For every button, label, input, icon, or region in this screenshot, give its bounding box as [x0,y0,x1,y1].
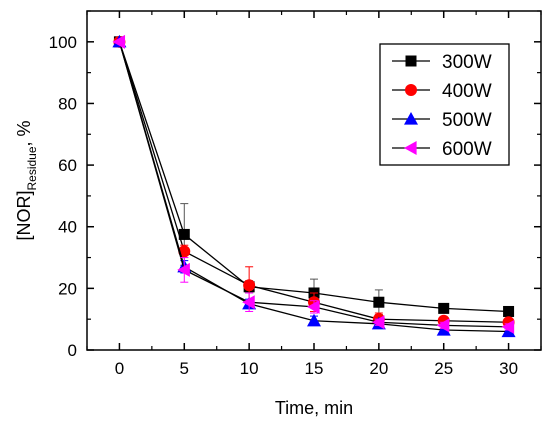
data-point-400W-10 [243,279,256,292]
x-tick-label-25: 25 [434,359,453,378]
legend-marker-300W [405,55,417,67]
legend-label-300W: 300W [442,52,492,73]
x-axis-label: Time, min [275,398,353,418]
legend-label-400W: 400W [442,81,492,102]
y-tick-label-100: 100 [49,33,77,52]
legend-marker-400W [405,84,417,96]
x-tick-label-15: 15 [305,359,324,378]
data-point-300W-30 [503,305,515,317]
x-tick-label-30: 30 [499,359,518,378]
data-point-600W-0 [112,34,126,49]
x-tick-label-20: 20 [369,359,388,378]
data-point-300W-20 [373,296,385,308]
x-tick-label-5: 5 [180,359,189,378]
data-point-600W-10 [242,295,255,310]
y-tick-label-20: 20 [58,279,77,298]
series-600W [112,34,515,334]
series-group [112,34,516,338]
series-500W [112,34,516,338]
x-tick-label-0: 0 [115,359,124,378]
data-point-300W-25 [438,302,450,314]
legend-marker-500W [404,112,418,125]
data-point-600W-30 [501,319,515,334]
y-tick-label-40: 40 [58,218,77,237]
legend-box [379,43,510,166]
data-point-600W-5 [177,262,190,277]
x-tick-label-10: 10 [240,359,259,378]
data-point-300W-5 [178,228,190,240]
y-axis-label-main: [NOR] [14,191,34,241]
y-tick-label-60: 60 [58,156,77,175]
data-point-600W-20 [371,315,385,330]
legend-label-600W: 600W [442,139,492,160]
y-tick-label-0: 0 [68,341,77,360]
y-tick-label-80: 80 [58,94,77,113]
data-point-600W-15 [307,299,320,314]
y-axis-label: [NOR]Residue, % [14,120,39,240]
y-axis-label-suffix: , % [14,120,34,146]
data-point-500W-25 [436,322,451,336]
data-point-500W-15 [307,313,321,327]
legend-marker-600W [404,141,417,155]
axes: 0 5 10 15 20 25 30 0 20 40 60 80 100 [49,10,542,378]
data-point-500W-30 [501,324,516,338]
y-axis-label-subscript: Residue [25,146,39,190]
legend: 300W 400W 500W 600W [379,43,510,166]
data-point-600W-25 [436,318,450,333]
legend-label-500W: 500W [442,110,492,131]
